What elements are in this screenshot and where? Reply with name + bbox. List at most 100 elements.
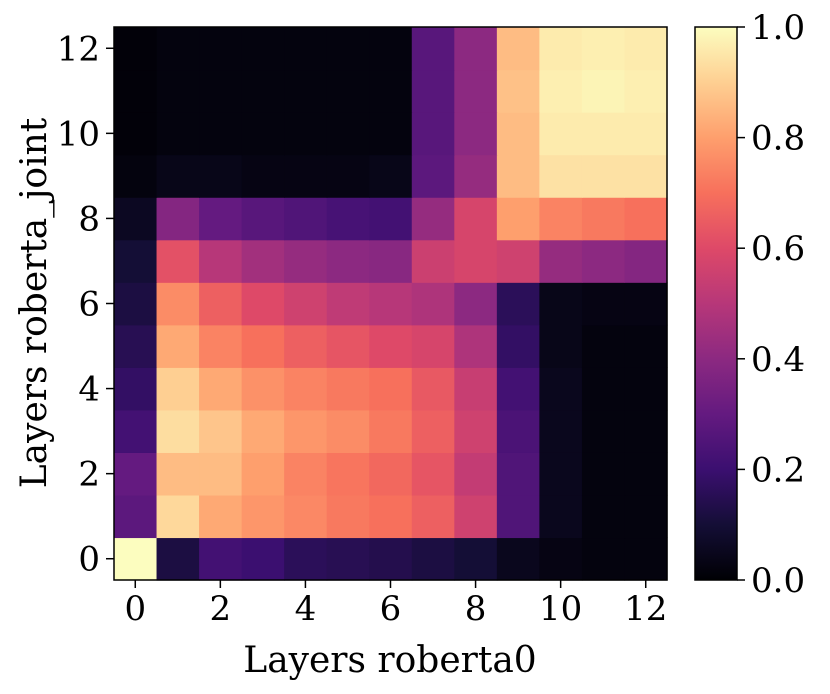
heatmap-cell-0-11 (114, 69, 158, 113)
x-axis-ticks: 0 2 4 6 8 10 12 (124, 580, 667, 629)
x-axis-tick-label: 0 (124, 589, 146, 629)
heatmap-cell-6-4 (369, 367, 413, 411)
heatmap-cell-8-12 (454, 27, 498, 71)
heatmap-cell-4-6 (284, 282, 328, 326)
heatmap-cells (114, 27, 668, 581)
heatmap-cell-2-4 (199, 367, 243, 411)
heatmap-cell-8-9 (454, 154, 498, 198)
heatmap-cell-7-12 (411, 27, 455, 71)
heatmap-cell-9-7 (496, 239, 540, 283)
heatmap-cell-11-2 (581, 452, 626, 496)
heatmap-cell-5-11 (326, 69, 370, 113)
heatmap-cell-1-11 (156, 69, 200, 113)
heatmap-cell-3-5 (241, 324, 285, 368)
heatmap-cell-6-10 (369, 112, 413, 156)
heatmap-cell-11-10 (581, 112, 626, 156)
heatmap-cell-0-6 (114, 282, 158, 326)
heatmap-cell-9-0 (496, 537, 540, 581)
heatmap-cell-6-3 (369, 409, 413, 453)
heatmap-cell-0-9 (114, 154, 158, 198)
heatmap-cell-5-10 (326, 112, 370, 156)
heatmap-cell-12-6 (624, 282, 668, 326)
heatmap-cell-12-12 (624, 27, 668, 71)
heatmap-cell-8-3 (454, 409, 498, 453)
heatmap-cell-1-1 (156, 494, 200, 539)
colorbar (694, 26, 738, 581)
heatmap-cell-1-5 (156, 324, 200, 368)
heatmap-cell-1-8 (156, 197, 200, 241)
heatmap-cell-2-6 (199, 282, 243, 326)
heatmap-cell-5-12 (326, 27, 370, 71)
heatmap-cell-2-1 (199, 494, 243, 539)
heatmap-cell-11-5 (581, 324, 626, 368)
heatmap-cell-5-3 (326, 409, 370, 453)
heatmap-cell-8-1 (454, 494, 498, 539)
heatmap-cell-6-11 (369, 69, 413, 113)
heatmap-cell-9-2 (496, 452, 540, 496)
heatmap-cell-1-3 (156, 409, 200, 453)
heatmap-cell-10-8 (539, 197, 583, 241)
heatmap-cell-9-11 (496, 69, 540, 113)
heatmap-cell-9-5 (496, 324, 540, 368)
x-axis-tick-label: 4 (295, 589, 317, 629)
heatmap-cell-3-3 (241, 409, 285, 453)
x-axis-tick-label: 10 (539, 589, 582, 629)
heatmap-cell-9-8 (496, 197, 540, 241)
heatmap-cell-6-12 (369, 27, 413, 71)
heatmap-cell-11-4 (581, 367, 626, 411)
heatmap-cell-7-11 (411, 69, 455, 113)
heatmap-cell-3-2 (241, 452, 285, 496)
heatmap-cell-8-5 (454, 324, 498, 368)
heatmap-cell-8-10 (454, 112, 498, 156)
heatmap-cell-5-5 (326, 324, 370, 368)
heatmap-cell-3-8 (241, 197, 285, 241)
heatmap-cell-2-9 (199, 154, 243, 198)
heatmap-cell-9-4 (496, 367, 540, 411)
heatmap-cell-7-5 (411, 324, 455, 368)
heatmap-cell-0-7 (114, 239, 158, 283)
heatmap-cell-4-0 (284, 537, 328, 581)
heatmap-cell-2-0 (199, 537, 243, 581)
heatmap-cell-11-1 (581, 494, 626, 539)
heatmap-cell-2-11 (199, 69, 243, 113)
x-axis-tick-label: 2 (210, 589, 232, 629)
heatmap-cell-7-3 (411, 409, 455, 453)
heatmap-cell-4-4 (284, 367, 328, 411)
heatmap-cell-12-3 (624, 409, 668, 453)
heatmap-cell-12-1 (624, 494, 668, 539)
heatmap-cell-9-9 (496, 154, 540, 198)
colorbar-tick-label: 0.2 (751, 450, 805, 490)
heatmap-cell-3-11 (241, 69, 285, 113)
heatmap-cell-11-8 (581, 197, 626, 241)
heatmap-cell-12-2 (624, 452, 668, 496)
heatmap-cell-4-12 (284, 27, 328, 71)
heatmap-cell-5-9 (326, 154, 370, 198)
heatmap-cell-12-7 (624, 239, 668, 283)
heatmap-cell-11-3 (581, 409, 626, 453)
heatmap-cell-6-8 (369, 197, 413, 241)
heatmap-cell-3-0 (241, 537, 285, 581)
heatmap-cell-10-2 (539, 452, 583, 496)
heatmap-cell-3-4 (241, 367, 285, 411)
y-axis-tick-label: 10 (57, 114, 100, 154)
heatmap-cell-10-11 (539, 69, 583, 113)
heatmap-cell-1-9 (156, 154, 200, 198)
y-axis-tick-label: 12 (57, 29, 100, 69)
heatmap-cell-4-7 (284, 239, 328, 283)
heatmap-cell-5-4 (326, 367, 370, 411)
heatmap-cell-4-10 (284, 112, 328, 156)
heatmap-cell-12-4 (624, 367, 668, 411)
heatmap-cell-11-9 (581, 154, 626, 198)
y-axis-tick-label: 6 (78, 285, 100, 325)
heatmap-cell-0-1 (114, 494, 158, 539)
heatmap-cell-7-9 (411, 154, 455, 198)
heatmap-cell-2-7 (199, 239, 243, 283)
colorbar-tick-label: 0.8 (751, 119, 805, 159)
heatmap-cell-9-12 (496, 27, 540, 71)
y-axis-label: Layers roberta_joint (14, 117, 55, 488)
heatmap-cell-3-1 (241, 494, 285, 539)
heatmap-cell-0-5 (114, 324, 158, 368)
heatmap-cell-1-2 (156, 452, 200, 496)
heatmap-cell-1-4 (156, 367, 200, 411)
